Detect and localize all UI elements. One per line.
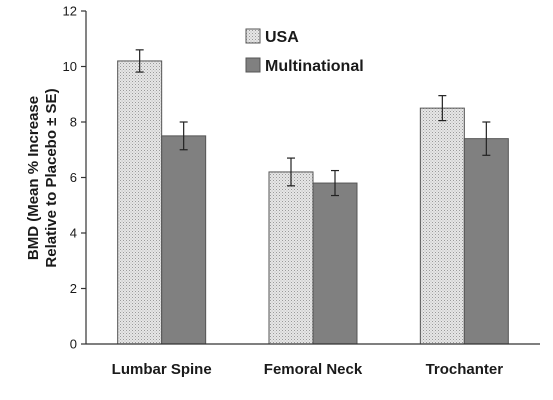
y-tick-label: 6: [70, 170, 77, 185]
error-bars: [135, 49, 491, 197]
bar-usa-lumbar-spine: [117, 60, 163, 345]
y-tick-label: 8: [70, 115, 77, 130]
x-tick-label: Lumbar Spine: [112, 361, 212, 378]
legend-label-usa: USA: [265, 29, 299, 46]
legend-label-multinational: Multinational: [265, 58, 364, 75]
x-tick-label: Femoral Neck: [264, 361, 363, 378]
bar-usa-trochanter: [419, 107, 465, 345]
y-ticks: 0 2 4 6 8 10 12: [63, 4, 86, 352]
legend: USA Multinational: [245, 28, 364, 75]
y-tick-label: 10: [63, 59, 77, 74]
legend-swatch-multinational: [245, 57, 261, 73]
y-tick-label: 2: [70, 281, 77, 296]
bar-usa-femoral-neck: [268, 171, 314, 345]
y-axis-label-line1: BMD (Mean % Increase: [25, 96, 42, 260]
legend-swatch-usa: [245, 28, 261, 44]
y-tick-label: 0: [70, 337, 77, 352]
x-tick-label: Trochanter: [426, 361, 504, 378]
bar-multinational-trochanter: [463, 138, 509, 345]
y-axis-label-line2: Relative to Placebo ± SE): [43, 88, 60, 267]
y-tick-label: 4: [70, 226, 77, 241]
y-tick-label: 12: [63, 4, 77, 19]
y-axis-label: BMD (Mean % Increase Relative to Placebo…: [25, 88, 60, 267]
bars: [117, 60, 509, 345]
x-tick-labels: Lumbar Spine Femoral Neck Trochanter: [112, 361, 504, 378]
bar-multinational-femoral-neck: [312, 182, 358, 345]
bar-multinational-lumbar-spine: [161, 135, 207, 345]
